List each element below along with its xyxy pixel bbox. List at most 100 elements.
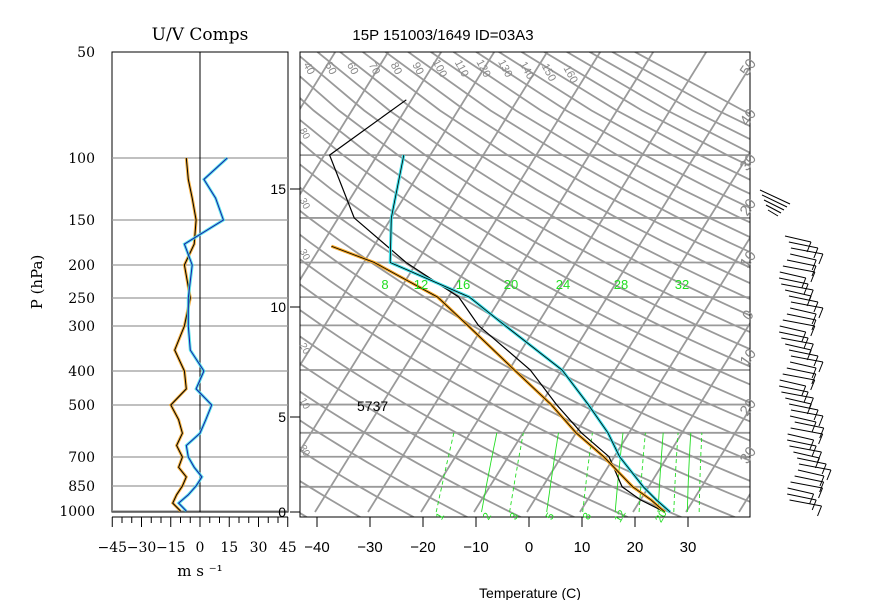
wind-barb (781, 337, 814, 345)
skewt-isotherm (314, 52, 602, 513)
temperature-tick-label: −10 (463, 539, 488, 556)
wind-barb (794, 421, 824, 429)
wind-barb (785, 397, 812, 405)
adiabat-edge-label: 30 (297, 196, 312, 211)
wind-barb (779, 379, 806, 387)
uv-pressure-tick-label: 1000 (59, 504, 95, 520)
skewt-dry-adiabat (542, 52, 750, 168)
uv-pressure-tick-label: 50 (77, 45, 95, 61)
wind-barb-flag (810, 379, 816, 391)
wind-barb (767, 209, 779, 217)
mixing-ratio-line (509, 432, 524, 513)
temperature-tick-label: 30 (680, 539, 697, 556)
uv-x-tick-label: 0 (196, 540, 205, 556)
wind-barb (790, 253, 817, 261)
wind-barb-flag (811, 259, 817, 271)
mixing-ratio-bottom-label: 12 (612, 508, 629, 525)
mixing-ratio-label: 20 (504, 277, 518, 292)
uv-pressure-tick-label: 850 (68, 479, 95, 495)
skewt-dry-adiabat (300, 233, 750, 482)
uv-y-label: P (hPa) (28, 255, 46, 310)
uv-series (168, 156, 229, 513)
wind-barb (788, 241, 818, 249)
mixing-ratio-bottom-label: 8 (581, 511, 594, 522)
moist-adiabat-label: 30 (737, 444, 760, 467)
skewt-title: 15P 151003/1649 ID=03A3 (352, 27, 533, 44)
skewt-x-label: Temperature (C) (479, 585, 581, 600)
wind-barb (787, 487, 814, 495)
mixing-ratio-line (546, 432, 559, 513)
skewt-dry-adiabat (300, 96, 750, 368)
dry-adiabat-label: 60 (344, 60, 360, 76)
uv-pressure-tick-label: 700 (68, 450, 95, 466)
uv-x-tick-label: 30 (250, 540, 268, 556)
wind-barb (790, 409, 824, 417)
height-tick-label: 15 (270, 181, 286, 197)
wind-barb (788, 403, 819, 411)
mixing-ratio-label: 8 (381, 277, 388, 292)
uv-pressure-tick-label: 150 (68, 213, 95, 229)
uv-x-tick-label: −30 (127, 540, 157, 556)
uv-x-tick-label: −45 (97, 540, 127, 556)
adiabat-edge-label: 80 (297, 126, 312, 141)
wind-barb (763, 199, 785, 211)
mixing-ratio-bottom-label: 3 (508, 511, 521, 522)
wind-barb (786, 313, 817, 321)
adiabat-edge-label: 30 (297, 247, 312, 262)
temperature-tick-label: −20 (410, 539, 435, 556)
skewt-frame (299, 51, 751, 518)
moist-adiabat-label: 30 (737, 151, 760, 174)
skewt-dry-adiabat (338, 52, 750, 301)
dry-adiabat-label: 160 (561, 64, 580, 86)
uv-x-tick-label: 45 (279, 540, 297, 556)
skewt-isotherm (473, 65, 750, 513)
moist-adiabat-label: 40 (737, 106, 760, 129)
mixing-ratio-label: 24 (556, 277, 570, 292)
skewt-dry-adiabat (300, 258, 750, 503)
wind-barb (790, 355, 824, 363)
skewt-dry-adiabat (300, 480, 362, 517)
mixing-ratio-line (686, 432, 692, 513)
skewt-isotherm (300, 52, 443, 282)
skewt-isotherm (0, 48, 179, 512)
mixing-ratio-line (638, 432, 646, 513)
wind-barb (790, 247, 824, 255)
skewt-dry-adiabat (300, 419, 469, 517)
wind-barb (797, 469, 825, 477)
skewt-grid (0, 48, 750, 517)
dry-adiabat-label: 50 (322, 60, 338, 76)
wind-barb-flag (811, 313, 817, 325)
uv-pressure-tick-label: 500 (68, 398, 95, 414)
wind-barbs (759, 189, 832, 517)
wind-barb (787, 493, 817, 501)
wind-barb (759, 189, 791, 205)
wind-barb (797, 457, 827, 465)
wind-barb (793, 451, 820, 459)
dry-adiabat-label: 100 (430, 58, 449, 80)
moist-adiabat-label: 50 (737, 56, 760, 79)
wind-barb-flag (814, 457, 820, 469)
wind-barb (779, 325, 806, 333)
skewt-isotherm (300, 52, 337, 111)
skewt-dry-adiabat (300, 140, 750, 404)
skewt-dry-adiabat (300, 335, 630, 517)
uv-pressure-tick-label: 300 (68, 319, 95, 335)
wind-barb-flag (818, 415, 824, 427)
wind-barb-flag (806, 403, 812, 415)
skewt-dry-adiabat (300, 308, 684, 517)
wind-barb (790, 307, 817, 315)
wind-barb (789, 361, 817, 369)
wind-barb (779, 277, 809, 285)
skewt-dry-adiabat (300, 283, 737, 517)
mixing-ratio-bottom-label: 5 (544, 511, 557, 522)
wind-barb (790, 301, 824, 309)
wind-barb (761, 194, 788, 208)
wind-barb (782, 373, 815, 381)
skewt-dry-adiabat (300, 163, 750, 423)
mixing-ratio-line (481, 432, 498, 513)
dry-adiabat-label: 80 (388, 60, 404, 76)
